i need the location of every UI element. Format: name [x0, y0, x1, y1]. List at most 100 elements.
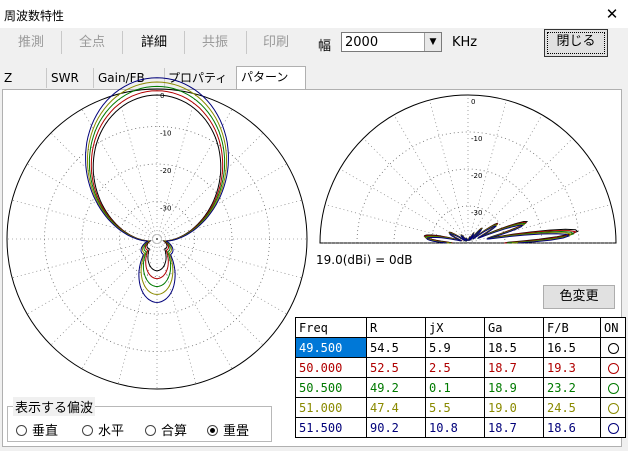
radio-overlay[interactable]: 重畳: [207, 420, 249, 439]
tab-z[interactable]: Z: [0, 68, 47, 88]
plot-grid-spoke: [117, 94, 158, 240]
plot-grid-spoke: [363, 138, 469, 244]
toggle-circle-icon[interactable]: [607, 382, 619, 394]
title-bar: 周波数特性 ✕: [0, 0, 628, 28]
table-cell[interactable]: [600, 357, 626, 378]
print-button[interactable]: 印刷: [262, 35, 289, 50]
radio-label: 水平: [98, 424, 125, 439]
vertical-pattern-plot: 0 -10 -20 -30: [319, 94, 617, 244]
width-label: 幅: [318, 39, 332, 54]
table-cell: 18.7: [484, 357, 544, 378]
plot-grid-spoke: [156, 163, 288, 240]
plot-grid-spoke: [12, 199, 158, 240]
toggle-circle-icon[interactable]: [607, 362, 619, 374]
tab-pattern[interactable]: パターン: [236, 66, 306, 89]
table-cell: 50.500: [295, 377, 367, 398]
radio-combined[interactable]: 合算: [145, 420, 187, 439]
column-header: Freq: [295, 317, 367, 338]
column-header: ON: [600, 317, 626, 338]
table-row[interactable]: 51.500 90.2 10.8 18.7 18.6: [295, 417, 626, 438]
estimate-button[interactable]: 推測: [17, 35, 44, 50]
plot-grid-spoke: [339, 168, 469, 244]
table-cell: 19.0: [484, 397, 544, 418]
pattern-series-line: [426, 224, 570, 244]
table-cell: 19.3: [543, 357, 601, 378]
radio-selected-icon[interactable]: [207, 425, 218, 436]
radio-icon[interactable]: [145, 425, 156, 436]
radio-icon[interactable]: [16, 425, 27, 436]
table-cell: 49.500: [295, 337, 367, 358]
frequency-table: Freq R jX Ga F/B ON 49.500 54.5 5.9 18.5 16.…: [295, 317, 626, 438]
window-title: 周波数特性: [4, 9, 65, 23]
radio-horizontal[interactable]: 水平: [82, 420, 124, 439]
table-cell[interactable]: [600, 377, 626, 398]
all-points-button[interactable]: 全点: [78, 35, 105, 50]
plot-grid-spoke: [81, 108, 158, 240]
radio-label: 重畳: [223, 424, 250, 439]
plot-grid-spoke: [26, 238, 158, 315]
ring-label: 0: [160, 92, 164, 100]
table-row[interactable]: 49.500 54.5 5.9 18.5 16.5: [295, 337, 626, 358]
toolbar-separator: [122, 31, 123, 54]
ring-label: -30: [160, 205, 171, 213]
plot-grid-spoke: [156, 238, 302, 279]
radio-icon[interactable]: [82, 425, 93, 436]
table-cell: 47.4: [366, 397, 426, 418]
toggle-circle-icon[interactable]: [607, 342, 619, 354]
plot-grid-spoke: [81, 238, 158, 370]
plot-grid-spoke: [156, 199, 302, 240]
radio-vertical[interactable]: 垂直: [16, 420, 58, 439]
toggle-circle-icon[interactable]: [607, 422, 619, 434]
toolbar-separator: [184, 31, 185, 54]
close-button[interactable]: 閉じる: [544, 29, 608, 57]
pattern-series-line: [88, 85, 226, 288]
chevron-down-icon[interactable]: ▼: [424, 33, 441, 51]
plot-grid-spoke: [156, 94, 197, 240]
plot-grid-spoke: [429, 99, 469, 244]
change-color-button[interactable]: 色変更: [543, 285, 615, 309]
ring-label: -20: [160, 167, 171, 175]
plot-grid-spoke: [467, 99, 507, 244]
column-header: jX: [425, 317, 485, 338]
plot-grid-ring: [430, 205, 506, 244]
column-header: F/B: [543, 317, 601, 338]
resonance-button[interactable]: 共振: [201, 35, 228, 50]
table-cell: 18.6: [543, 417, 601, 438]
plot-grid-spoke: [156, 238, 233, 370]
table-cell: 16.5: [543, 337, 601, 358]
column-header: R: [366, 317, 426, 338]
table-row[interactable]: 50.500 49.2 0.1 18.9 23.2: [295, 377, 626, 398]
table-cell[interactable]: [600, 397, 626, 418]
radio-label: 垂直: [32, 424, 59, 439]
horizontal-pattern-plot: 0 -10 -20 -30: [6, 77, 308, 390]
column-header: Ga: [484, 317, 544, 338]
plot-grid-ring: [81, 163, 233, 315]
close-icon[interactable]: ✕: [605, 5, 619, 23]
table-cell: 54.5: [366, 337, 426, 358]
ring-label: -30: [471, 209, 482, 217]
toolbar-separator: [61, 31, 62, 54]
detail-button[interactable]: 詳細: [140, 35, 167, 50]
tab-bar: Z SWR Gain/FB プロパティ パターン: [0, 66, 628, 90]
tab-swr[interactable]: SWR: [47, 68, 94, 88]
table-row[interactable]: 51.000 47.4 5.5 19.0 24.5: [295, 397, 626, 418]
table-cell: 2.5: [425, 357, 485, 378]
width-select[interactable]: 2000 ▼: [341, 32, 442, 52]
table-cell[interactable]: [600, 337, 626, 358]
plot-grid-spoke: [467, 138, 573, 244]
pattern-series-line: [92, 94, 222, 272]
table-cell: 23.2: [543, 377, 601, 398]
table-row[interactable]: 50.000 52.5 2.5 18.7 19.3: [295, 357, 626, 378]
table-cell: 18.9: [484, 377, 544, 398]
plot-grid-ring: [393, 168, 543, 244]
unit-label: KHz: [452, 35, 478, 50]
table-cell[interactable]: [600, 417, 626, 438]
table-cell: 5.9: [425, 337, 485, 358]
table-cell: 18.5: [484, 337, 544, 358]
table-cell: 10.8: [425, 417, 485, 438]
toggle-circle-icon[interactable]: [607, 402, 619, 414]
plot-outer-ring: [319, 94, 617, 244]
table-cell: 50.000: [295, 357, 367, 378]
pattern-series-line: [87, 81, 227, 295]
